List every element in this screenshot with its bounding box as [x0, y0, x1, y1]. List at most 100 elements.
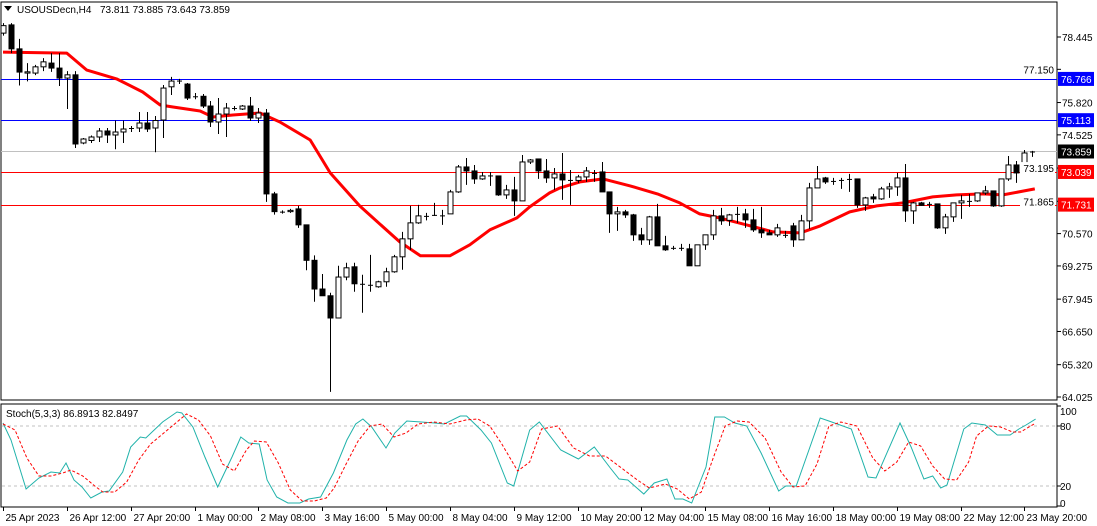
candle-body [511, 189, 518, 202]
candle-body [551, 173, 558, 179]
candle [990, 190, 997, 207]
candle-body [144, 122, 151, 130]
candle [806, 182, 813, 229]
candle [766, 229, 773, 236]
candle-body [710, 215, 717, 236]
price-tag [1058, 113, 1094, 128]
candle-body [886, 186, 893, 190]
price-tick-label: 67.945 [1062, 295, 1093, 306]
candle-body [599, 171, 606, 193]
candle [440, 209, 445, 225]
candle [488, 171, 493, 186]
candle-body [806, 187, 813, 222]
candle [415, 204, 422, 224]
candles [0, 23, 1035, 392]
symbol-label: USOUSDecn,H4 [17, 5, 92, 16]
candle [40, 58, 47, 72]
candle [351, 262, 358, 292]
time-tick-label: 18 May 00:00 [836, 513, 897, 524]
candle [424, 212, 429, 221]
time-tick-label: 8 May 04:00 [453, 513, 508, 524]
stoch-tick-label: 80 [1060, 422, 1072, 433]
candle-body [982, 190, 989, 194]
candle [64, 71, 71, 110]
candle-body [718, 215, 725, 222]
candle-body [990, 190, 997, 207]
candle [511, 176, 518, 216]
candle [622, 209, 629, 218]
candle [207, 101, 214, 127]
candle [902, 163, 909, 222]
candle [950, 202, 957, 222]
candle [48, 53, 55, 72]
candle [686, 243, 693, 267]
moving-average-line [2, 50, 1036, 258]
candle-body [503, 189, 510, 196]
stochastic-panel [2, 411, 1056, 504]
candle [136, 112, 143, 132]
candle [96, 127, 103, 142]
candle-body [495, 175, 502, 196]
candle-body [910, 202, 917, 212]
candle [822, 176, 829, 184]
candle [831, 177, 836, 185]
candle-body [271, 193, 278, 213]
candle-body [399, 238, 406, 258]
candle [630, 213, 637, 241]
candle [726, 213, 733, 226]
candle-body [750, 219, 757, 231]
time-tick-label: 27 Apr 20:00 [134, 513, 191, 524]
candle-body [255, 112, 262, 119]
candle-body [72, 74, 79, 145]
candle-body [24, 71, 31, 74]
time-tick-label: 25 Apr 2023 [6, 513, 60, 524]
candle-body [263, 112, 270, 195]
candle [694, 244, 701, 267]
candle-body [519, 161, 526, 202]
candle [934, 203, 941, 229]
candle-body [335, 276, 342, 319]
candle [535, 158, 542, 179]
dropdown-triangle-icon[interactable] [4, 6, 12, 11]
time-tick-label: 10 May 20:00 [581, 513, 642, 524]
candle-body [351, 266, 358, 285]
candle-body [415, 215, 422, 224]
candle-body [64, 74, 71, 79]
time-axis: 25 Apr 2023 26 Apr 12:00 27 Apr 20:00 1 May… [3, 507, 1088, 524]
candle [783, 230, 788, 238]
candle [878, 186, 885, 200]
candle [735, 206, 740, 223]
candle [575, 174, 582, 183]
candle-body [455, 166, 462, 193]
price-tag [1058, 144, 1094, 159]
candle-body [56, 67, 63, 79]
candle [200, 94, 207, 109]
price-tick-label: 70.570 [1062, 230, 1093, 241]
candle-body [16, 48, 23, 73]
candle [918, 201, 925, 206]
candle [255, 108, 262, 124]
candle-body [575, 176, 582, 181]
candle [790, 222, 797, 247]
candle-body [184, 83, 191, 99]
candle [814, 165, 821, 189]
price-tick-label-bg [1020, 195, 1055, 208]
candle [177, 78, 182, 85]
candle-body [1013, 164, 1020, 174]
candle-body [646, 216, 653, 241]
time-tick-label: 15 May 08:00 [708, 513, 769, 524]
candle [432, 202, 437, 216]
candle [998, 178, 1005, 207]
price-tick-label: 78.445 [1062, 33, 1093, 44]
candle-body [790, 225, 797, 241]
candle [239, 105, 246, 111]
stoch-header: Stoch(5,3,3) 86.8913 82.8497 [6, 409, 139, 420]
candle-body [247, 105, 254, 119]
candle [568, 169, 573, 205]
candle [80, 137, 87, 145]
time-tick-label: 22 May 12:00 [964, 513, 1025, 524]
candle [870, 193, 877, 203]
candle [592, 169, 597, 182]
candle-body [854, 178, 861, 206]
